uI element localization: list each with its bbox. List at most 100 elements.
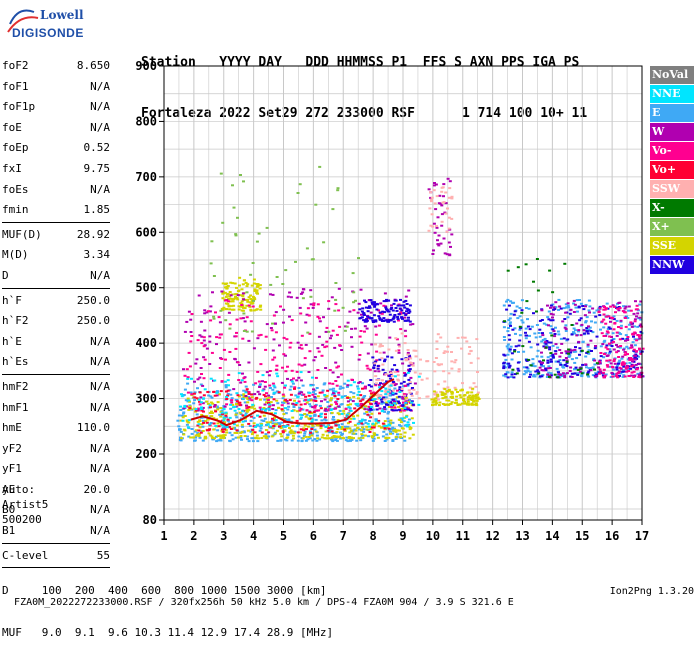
echo-point [188,407,192,410]
echo-point [551,316,554,319]
echo-point [219,172,223,175]
echo-point [559,307,563,310]
echo-point [331,382,335,385]
echo-point [374,382,378,385]
echo-point [232,304,236,307]
echo-point [295,296,299,299]
echo-point [438,194,442,197]
echo-point [403,342,407,345]
echo-point [466,396,470,399]
echo-point [221,424,225,427]
echo-point [190,313,194,315]
echo-point [572,299,576,302]
echo-point [378,351,382,354]
echo-point [394,299,398,302]
echo-point [503,339,507,341]
echo-point [377,324,381,327]
echo-point [189,331,193,333]
echo-point [282,321,285,324]
echo-point [602,335,606,337]
echo-point [594,372,598,375]
echo-point [283,429,287,432]
echo-point [572,331,575,334]
echo-point [332,435,336,437]
echo-point [556,330,560,333]
echo-point [405,415,408,418]
echo-point [326,405,330,408]
echo-point [183,374,187,377]
echo-point [529,373,532,376]
echo-point [397,406,401,408]
echo-point [608,342,611,345]
echo-point [363,412,367,415]
param-row-hf2: h`F2 250.0 [2,311,110,332]
echo-point [331,418,335,421]
echo-point [211,402,215,405]
param-name: h`E [2,334,22,348]
echo-point [335,384,339,387]
echo-point [356,414,360,417]
echo-point [297,435,301,438]
echo-point [179,405,183,408]
echo-point [403,416,407,419]
echo-point [404,393,408,396]
echo-point [404,314,408,316]
echo-point [177,414,181,417]
echo-point [392,409,396,412]
echo-point [262,420,266,422]
echo-point [554,360,558,363]
echo-point [224,414,228,417]
echo-point [239,413,243,415]
echo-point [402,401,405,404]
echo-point [178,428,182,431]
echo-point [261,380,264,383]
echo-point [378,345,382,348]
x-tick-label: 13 [515,529,529,543]
echo-point [375,408,379,411]
echo-point [244,391,248,394]
echo-point [203,388,207,391]
echo-point [249,273,253,276]
echo-point [282,353,286,356]
echo-point [213,437,216,440]
echo-point [307,436,311,438]
echo-point [628,361,632,364]
echo-point [448,180,452,183]
echo-point [310,428,314,430]
echo-point [189,340,193,343]
echo-point [408,310,412,313]
echo-point [326,429,330,432]
echo-point [403,435,406,438]
echo-point [309,289,313,292]
echo-point [524,371,528,374]
echo-point [325,326,329,329]
echo-point [611,375,615,378]
echo-point [232,423,236,426]
echo-point [342,409,346,412]
echo-point [220,422,224,425]
echo-point [237,308,241,311]
echo-point [566,304,570,307]
echo-point [505,345,509,348]
echo-point [360,418,364,421]
echo-point [312,302,316,305]
echo-point [538,335,542,338]
param-row-ye: yE 20.0 [2,480,110,501]
echo-point [576,368,580,371]
echo-point [475,397,479,400]
echo-point [441,397,445,400]
echo-point [198,426,202,429]
echo-point [349,409,353,412]
echo-point [549,352,553,355]
echo-point [580,372,584,375]
echo-point [580,323,584,326]
echo-point [529,364,533,367]
echo-point [343,329,347,332]
echo-point [305,247,309,250]
echo-point [390,306,394,309]
echo-point [238,276,242,279]
echo-point [297,400,301,403]
echo-point [297,376,301,379]
echo-point [185,320,189,323]
echo-point [391,426,395,429]
